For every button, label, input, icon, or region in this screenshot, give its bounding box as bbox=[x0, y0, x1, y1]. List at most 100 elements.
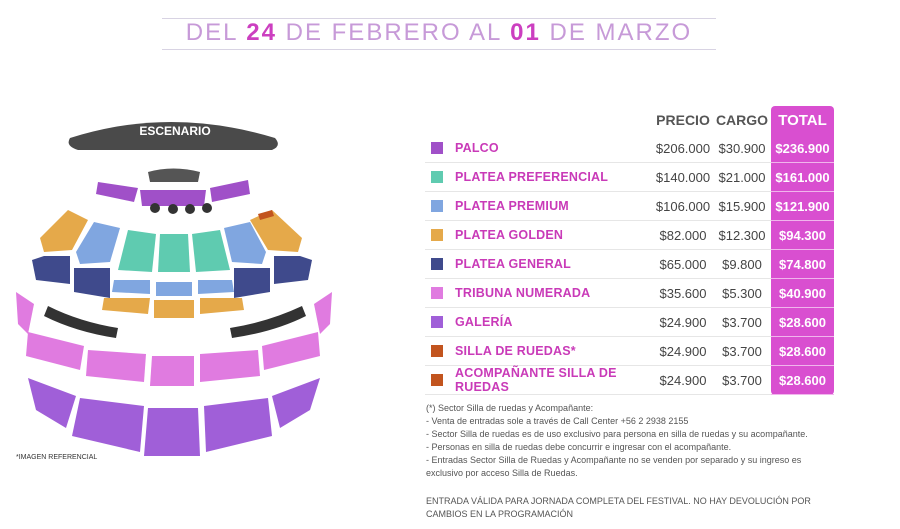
price-row: ACOMPAÑANTE SILLA DE RUEDAS $24.900 $3.700… bbox=[425, 365, 834, 395]
tribuna-3 bbox=[150, 356, 194, 386]
galeria-2 bbox=[72, 398, 144, 452]
price-row: PLATEA PREMIUM $106.000 $15.900 $121.900 bbox=[425, 191, 834, 221]
price-row: PALCO $206.000 $30.900 $236.900 bbox=[425, 134, 834, 163]
tribuna-5 bbox=[262, 332, 320, 370]
tribuna-side-left bbox=[16, 292, 34, 334]
fee-value: $5.300 bbox=[713, 278, 771, 308]
note-line: exclusivo por acceso Silla de Ruedas. bbox=[426, 468, 578, 478]
header-top-rule bbox=[162, 18, 716, 19]
section-name: PLATEA PREFERENCIAL bbox=[455, 162, 653, 192]
platea-premium-right bbox=[224, 222, 266, 264]
swatch-cell bbox=[425, 191, 455, 221]
header-bottom-rule bbox=[162, 49, 716, 50]
galeria-1 bbox=[28, 378, 76, 428]
color-swatch bbox=[431, 287, 443, 299]
price-value: $82.000 bbox=[653, 220, 713, 250]
swatch-cell bbox=[425, 162, 455, 192]
swatch-cell bbox=[425, 365, 455, 395]
section-name: PALCO bbox=[455, 134, 653, 163]
col-header-total: TOTAL bbox=[771, 106, 834, 134]
platea-general-left-1 bbox=[32, 256, 70, 284]
swatch-cell bbox=[425, 278, 455, 308]
total-value: $94.300 bbox=[771, 220, 834, 250]
total-value: $28.600 bbox=[771, 307, 834, 337]
galeria-5 bbox=[272, 378, 320, 428]
note-line: - Personas en silla de ruedas debe concu… bbox=[426, 442, 732, 452]
tribuna-4 bbox=[200, 350, 260, 382]
notes-block: (*) Sector Silla de ruedas y Acompañante… bbox=[426, 402, 846, 480]
total-value: $74.800 bbox=[771, 249, 834, 279]
price-value: $106.000 bbox=[653, 191, 713, 221]
fee-value: $3.700 bbox=[713, 307, 771, 337]
color-swatch bbox=[431, 229, 443, 241]
swatch-cell bbox=[425, 249, 455, 279]
fee-value: $3.700 bbox=[713, 365, 771, 395]
note-line: - Sector Silla de ruedas es de uso exclu… bbox=[426, 429, 808, 439]
fee-value: $15.900 bbox=[713, 191, 771, 221]
section-name: PLATEA GOLDEN bbox=[455, 220, 653, 250]
price-row: PLATEA GENERAL $65.000 $9.800 $74.800 bbox=[425, 249, 834, 279]
silla-ruedas bbox=[258, 210, 274, 220]
platea-golden-lower-1 bbox=[102, 298, 150, 314]
stage bbox=[68, 122, 278, 150]
divider-right bbox=[230, 306, 306, 338]
section-name: PLATEA GENERAL bbox=[455, 249, 653, 279]
fee-value: $30.900 bbox=[713, 134, 771, 163]
note-line: - Venta de entradas sole a través de Cal… bbox=[426, 416, 689, 426]
stage-label: ESCENARIO bbox=[139, 124, 210, 138]
galeria-3 bbox=[144, 408, 200, 456]
col-header-cargo: CARGO bbox=[715, 112, 769, 128]
total-value: $28.600 bbox=[771, 365, 834, 395]
swatch-cell bbox=[425, 220, 455, 250]
tribuna-2 bbox=[86, 350, 146, 382]
price-value: $24.900 bbox=[653, 365, 713, 395]
price-value: $35.600 bbox=[653, 278, 713, 308]
total-value: $40.900 bbox=[771, 278, 834, 308]
platea-preferencial-3 bbox=[192, 230, 230, 272]
col-header-precio: PRECIO bbox=[656, 112, 710, 128]
fee-value: $12.300 bbox=[713, 220, 771, 250]
platea-preferencial-2 bbox=[158, 234, 190, 272]
tribuna-1 bbox=[26, 332, 84, 370]
platea-general-left-2 bbox=[74, 268, 110, 298]
blank-header-name bbox=[455, 106, 653, 134]
swatch-cell bbox=[425, 336, 455, 366]
galeria-4 bbox=[204, 398, 272, 452]
platea-golden-front-1 bbox=[112, 280, 150, 294]
price-row: SILLA DE RUEDAS* $24.900 $3.700 $28.600 bbox=[425, 336, 834, 366]
color-swatch bbox=[431, 345, 443, 357]
total-value: $161.000 bbox=[771, 162, 834, 192]
palco-right bbox=[210, 180, 250, 202]
platea-general-right-1 bbox=[274, 256, 312, 284]
platea-golden-left bbox=[40, 210, 88, 252]
price-row: PLATEA GOLDEN $82.000 $12.300 $94.300 bbox=[425, 220, 834, 250]
color-swatch bbox=[431, 316, 443, 328]
color-swatch bbox=[431, 258, 443, 270]
price-value: $65.000 bbox=[653, 249, 713, 279]
palco-left bbox=[96, 182, 138, 202]
note-line: - Entradas Sector Silla de Ruedas y Acom… bbox=[426, 455, 802, 465]
price-value: $206.000 bbox=[653, 134, 713, 163]
map-reference-note: *IMAGEN REFERENCIAL bbox=[16, 454, 98, 461]
validity-note: ENTRADA VÁLIDA PARA JORNADA COMPLETA DEL… bbox=[426, 496, 811, 519]
fee-value: $9.800 bbox=[713, 249, 771, 279]
divider-left bbox=[44, 306, 118, 338]
note-line: (*) Sector Silla de ruedas y Acompañante… bbox=[426, 403, 594, 413]
platea-general-right-2 bbox=[234, 268, 270, 298]
platea-golden-front-2 bbox=[156, 282, 192, 296]
price-value: $140.000 bbox=[653, 162, 713, 192]
price-value: $24.900 bbox=[653, 307, 713, 337]
swatch-cell bbox=[425, 134, 455, 163]
price-table: PRECIO CARGO TOTAL PALCO $206.000 $30.900 $… bbox=[425, 106, 834, 395]
platea-premium-left bbox=[76, 222, 120, 264]
section-name: TRIBUNA NUMERADA bbox=[455, 278, 653, 308]
total-value: $236.900 bbox=[771, 134, 834, 163]
color-swatch bbox=[431, 142, 443, 154]
platea-golden-right bbox=[250, 210, 302, 252]
section-name: SILLA DE RUEDAS* bbox=[455, 336, 653, 366]
fee-value: $3.700 bbox=[713, 336, 771, 366]
price-row: PLATEA PREFERENCIAL $140.000 $21.000 $161.0… bbox=[425, 162, 834, 192]
color-swatch bbox=[431, 374, 443, 386]
stage-front bbox=[148, 168, 200, 182]
price-value: $24.900 bbox=[653, 336, 713, 366]
